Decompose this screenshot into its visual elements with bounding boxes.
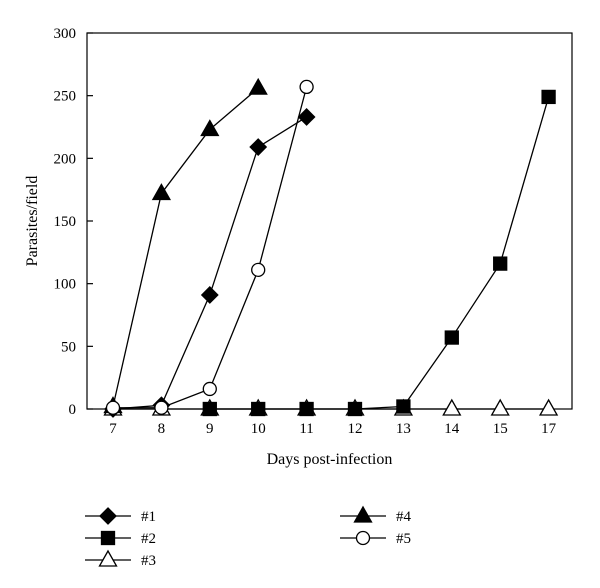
x-tick-label: 15 — [493, 421, 508, 437]
data-point — [442, 398, 462, 416]
legend-label: #2 — [141, 531, 156, 547]
legend-label: #5 — [396, 531, 411, 547]
x-tick-label: 12 — [348, 421, 363, 437]
data-point — [202, 381, 217, 397]
series-markers-4 — [103, 77, 268, 414]
legend-item: #1 — [85, 507, 156, 525]
series-markers-1 — [104, 108, 316, 418]
legend-item: #2 — [85, 530, 156, 547]
x-tick-label: 8 — [158, 421, 166, 437]
legend-marker — [100, 530, 116, 546]
y-tick-label: 200 — [54, 151, 77, 167]
legend-marker — [99, 507, 117, 525]
legend-marker — [353, 505, 373, 523]
legend-item: #3 — [85, 549, 156, 569]
series-markers-3 — [103, 398, 559, 416]
x-tick-label: 7 — [109, 421, 117, 437]
series-markers — [103, 77, 559, 418]
data-point — [490, 398, 510, 416]
series-markers-5 — [105, 79, 314, 415]
y-axis-title: Parasites/field — [24, 176, 41, 267]
x-tick-label: 10 — [251, 421, 266, 437]
x-tick-label: 17 — [541, 421, 557, 437]
data-point — [105, 400, 121, 415]
data-point — [251, 401, 266, 417]
legend-item: #4 — [340, 505, 412, 525]
x-tick-label: 11 — [299, 421, 313, 437]
series-markers-2 — [202, 89, 556, 417]
legend-label: #3 — [141, 553, 156, 569]
x-tick-label: 9 — [206, 421, 214, 437]
data-point — [202, 401, 217, 417]
legend-marker — [98, 549, 118, 567]
y-tick-label: 250 — [54, 89, 77, 105]
y-tick-label: 50 — [61, 339, 76, 355]
y-tick-label: 300 — [54, 26, 77, 42]
data-point — [248, 77, 268, 95]
data-point — [251, 262, 266, 278]
legend-label: #4 — [396, 509, 412, 525]
legend-label: #1 — [141, 509, 156, 525]
x-axis-title: Days post-infection — [267, 451, 393, 468]
data-point — [299, 401, 314, 417]
y-tick-label: 150 — [54, 214, 77, 230]
x-tick-label: 14 — [444, 421, 460, 437]
series-line-1 — [112, 116, 307, 410]
legend-marker — [355, 530, 371, 546]
data-point — [249, 138, 268, 156]
data-point — [297, 108, 316, 126]
data-point — [493, 256, 508, 271]
x-tick-label: 13 — [396, 421, 411, 437]
legend-item: #5 — [340, 530, 411, 547]
data-point — [200, 119, 220, 137]
y-tick-label: 100 — [54, 277, 77, 293]
data-point — [299, 79, 314, 95]
data-point — [396, 399, 411, 414]
data-point — [347, 401, 363, 417]
y-tick-label: 0 — [69, 402, 77, 418]
data-point — [154, 400, 169, 415]
data-point — [541, 89, 556, 105]
data-point — [444, 330, 459, 345]
data-point — [151, 183, 172, 201]
data-point — [200, 286, 219, 304]
legend: #1 #2 #3 #4 #5 — [85, 505, 412, 569]
plot-frame — [86, 32, 573, 410]
data-point — [538, 398, 559, 416]
series-line-4 — [112, 87, 259, 407]
series-lines — [112, 86, 550, 410]
